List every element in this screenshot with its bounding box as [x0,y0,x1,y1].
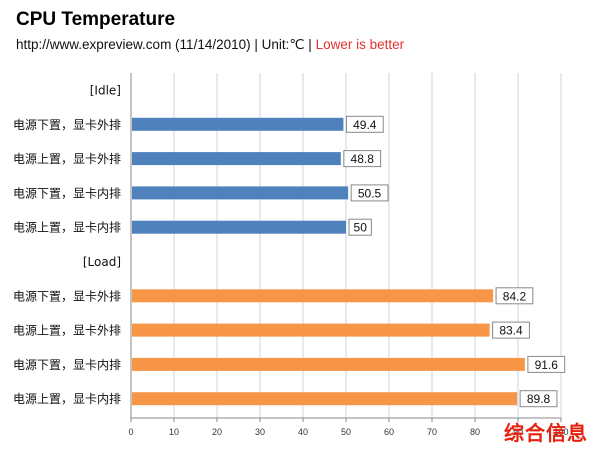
data-label: 84.2 [503,289,527,303]
bar [132,220,346,234]
category-label: 电源下置，显卡外排 [13,118,121,132]
chart-subtitle: http://www.expreview.com (11/14/2010) | … [16,37,404,53]
bar [132,392,518,406]
category-label: 电源上置，显卡外排 [13,152,121,166]
x-tick-label: 60 [384,427,394,437]
data-label-box [519,390,558,408]
bar [132,289,494,303]
watermark-text: 综合信息 [504,421,588,445]
group-label: [Idle] [90,84,121,98]
x-tick-label: 40 [298,427,308,437]
bar [132,323,490,337]
category-label: 电源下置，显卡内排 [13,186,121,200]
bar [132,152,341,166]
x-tick-label: 80 [470,427,480,437]
subtitle-note: Lower is better [315,37,405,52]
category-label: 电源上置，显卡内排 [13,221,121,235]
data-label-box [345,115,384,133]
data-label-box [527,355,566,373]
group-label: [Load] [83,255,121,269]
x-tick-label: 100 [553,427,568,437]
data-label: 48.8 [351,152,375,166]
x-tick-label: 30 [255,427,265,437]
x-tick-label: 10 [169,427,179,437]
x-tick-label: 0 [128,427,133,437]
x-tick-label: 70 [427,427,437,437]
category-label: 电源下置，显卡内排 [13,358,121,372]
bar [132,357,525,371]
data-label: 91.6 [535,358,559,372]
bar [132,117,344,131]
category-label: 电源上置，显卡外排 [13,324,121,338]
x-tick-label: 50 [341,427,351,437]
x-tick-label: 20 [212,427,222,437]
chart-title: CPU Temperature [16,9,176,30]
data-label-box [348,218,372,236]
category-label: 电源上置，显卡内排 [13,392,121,406]
data-label-box [343,150,382,168]
data-label-box [350,184,389,202]
data-label: 49.4 [353,118,377,132]
data-label-box [495,287,534,305]
x-tick-label: 90 [513,427,523,437]
bar [132,186,349,200]
subtitle-source: http://www.expreview.com (11/14/2010) | … [16,37,316,52]
data-label: 83.4 [499,324,523,338]
data-label-box [492,321,530,339]
data-label: 89.8 [527,392,551,406]
category-label: 电源下置，显卡外排 [13,289,121,303]
data-label: 50 [354,221,368,235]
data-label: 50.5 [358,186,382,200]
